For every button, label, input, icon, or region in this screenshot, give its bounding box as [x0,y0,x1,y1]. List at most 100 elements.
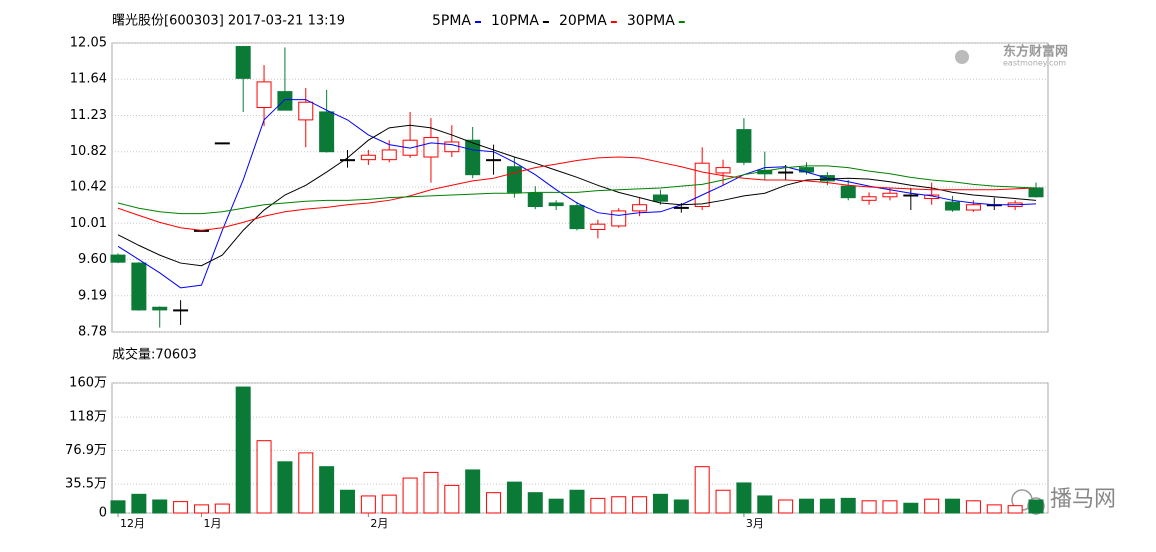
candle-body [652,194,668,202]
x-tick-label: 1月 [203,517,221,530]
candle-body [131,262,147,311]
candle-body [360,154,376,161]
candle-body [840,185,856,199]
wechat-icon [1027,497,1045,515]
y-tick-label: 9.60 [78,252,107,267]
volume-bar [903,502,919,514]
volume-bar [402,477,418,514]
volume-bar [444,484,460,514]
candle-body [799,167,814,173]
volume-bar [799,498,814,514]
volume-bar [277,461,293,514]
volume-bar [235,386,251,514]
candle-body [173,309,189,312]
y-tick-label: 11.64 [70,72,107,87]
volume-bar [319,466,335,514]
legend-label: 10PMA [491,13,539,29]
ma-line [117,165,1037,215]
volume-bar [945,498,961,514]
legend-label: 20PMA [559,13,607,29]
volume-bar [298,452,314,514]
volume-title: 成交量:70603 [112,347,197,363]
volume-bar [131,493,147,514]
candle-body [298,101,314,121]
candle-body [214,142,230,145]
volume-bar [924,498,940,514]
volume-bar [214,503,230,514]
watermark-logo [955,50,969,64]
volume-bar [715,489,731,514]
volume-bar [506,481,522,514]
watermark: eastmoney.com [1003,59,1066,68]
volume-bar [673,499,689,514]
y-tick-label: 76.9万 [65,443,107,458]
volume-bar [193,504,209,514]
volume-bar [152,499,168,514]
candle-body [465,139,481,176]
candle-body [569,205,585,230]
volume-bar [632,496,648,514]
watermark: 播马网 [1050,487,1116,512]
candle-body [903,194,919,197]
candle-body [527,192,543,208]
candle-body [778,171,794,174]
candle-body [882,192,898,198]
candle-body [861,196,877,201]
volume-bar [736,482,752,514]
y-tick-label: 12.05 [70,36,107,51]
volume-bar [423,471,439,514]
volume-bar [986,504,1002,514]
x-tick-label: 2月 [370,517,388,530]
volume-bar [757,495,773,514]
volume-bar [486,492,502,514]
volume-bar [819,498,835,514]
legend-label: 30PMA [627,13,675,29]
volume-bar [1007,505,1023,514]
volume-bar [381,494,397,514]
volume-bar [110,500,126,514]
watermark: 东方财富网 [1003,44,1068,60]
candle-body [611,210,627,227]
ma-line [117,156,1037,231]
volume-bar [360,495,376,514]
y-tick-label: 8.78 [78,325,107,340]
y-tick-label: 0 [99,506,107,521]
candle-body [235,46,251,79]
ma-line [117,99,1037,289]
volume-bar [882,500,898,514]
x-tick-label: 3月 [746,517,764,530]
volume-bar [778,499,794,514]
volume-bar [611,496,627,514]
legend-label: 5PMA [432,13,471,29]
volume-bar [694,466,710,514]
ma-line [117,124,1037,267]
candle-body [277,91,293,111]
x-tick-label: 12月 [120,517,145,530]
volume-bar [652,493,668,514]
candle-body [319,111,335,153]
candle-body [924,194,940,200]
volume-bar [548,498,564,514]
candle-body [381,149,397,161]
candle-body [548,202,564,207]
candle-body [423,137,439,158]
candle-body [152,306,168,311]
volume-bar [527,492,543,514]
volume-bar [1028,499,1044,514]
candle-body [110,254,126,263]
volume-bar [465,469,481,514]
volume-bar [569,489,585,514]
y-tick-label: 10.42 [70,180,107,195]
candle-body [256,81,272,109]
candle-body [444,141,460,153]
candle-body [673,206,689,209]
volume-bar [256,440,272,514]
candle-body [486,159,502,162]
candle-body [590,223,606,230]
y-tick-label: 11.23 [70,108,107,123]
candle-body [506,166,522,193]
volume-bar [840,497,856,514]
y-tick-label: 160万 [69,376,107,391]
